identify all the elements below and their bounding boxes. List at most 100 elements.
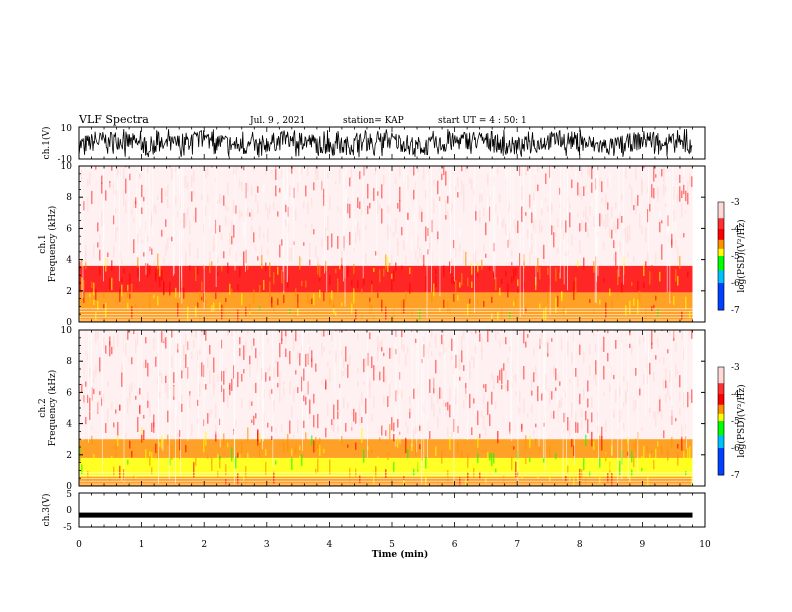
spectrogram-streak <box>302 330 303 451</box>
spectrogram-speckle <box>207 316 209 321</box>
spectrogram-speckle <box>189 265 191 271</box>
spectrogram-speckle <box>559 381 561 386</box>
spectrogram-speckle <box>487 196 489 211</box>
spectrogram-speckle <box>513 458 515 464</box>
spectrogram-speckle <box>283 442 285 453</box>
spectrogram-speckle <box>123 166 125 180</box>
spectrogram-speckle <box>499 193 501 203</box>
colorbar-cell <box>718 372 724 375</box>
spectrogram-speckle <box>651 449 653 455</box>
spectrogram-speckle <box>127 289 129 304</box>
spectrogram-speckle <box>633 256 635 262</box>
spectrogram-speckle <box>113 215 115 225</box>
ch1-spec-ylabel-line2: Frequency (kHz) <box>47 206 58 283</box>
spectrogram-speckle <box>81 384 83 393</box>
spectrogram-speckle <box>675 342 677 352</box>
spectrogram-speckle <box>145 449 147 464</box>
spectrogram-speckle <box>497 312 499 320</box>
spectrogram-speckle <box>413 429 415 439</box>
spectrogram-speckle <box>189 391 191 396</box>
spectrogram-speckle <box>89 411 91 420</box>
spectrogram-speckle <box>547 267 549 275</box>
ch1-spectrogram-image <box>79 166 693 322</box>
spectrogram-speckle <box>577 375 579 388</box>
spectrogram-speckle <box>287 206 289 217</box>
colorbar-cell <box>718 266 724 270</box>
spectrogram-speckle <box>257 430 259 446</box>
spectrogram-speckle <box>87 178 89 187</box>
colorbar-cell <box>718 392 724 395</box>
spectrogram-speckle <box>557 295 559 307</box>
spectrogram-speckle <box>289 351 291 365</box>
colorbar-label: log(PSD)(V²/Hz) <box>736 219 747 292</box>
spectrogram-speckle <box>459 359 461 370</box>
spectrogram-speckle <box>227 206 229 211</box>
spectrogram-speckle <box>589 166 591 178</box>
spectrogram-streak <box>454 166 455 282</box>
spectrogram-speckle <box>311 223 313 229</box>
spectrogram-speckle <box>539 334 541 346</box>
spectrogram-speckle <box>423 255 425 270</box>
spectrogram-speckle <box>171 355 173 368</box>
spectrogram-speckle <box>171 236 173 242</box>
spectrogram-speckle <box>593 374 595 380</box>
colorbar-cell <box>718 381 724 384</box>
spectrogram-speckle <box>295 288 297 297</box>
spectrogram-speckle <box>401 265 403 270</box>
spectrogram-speckle <box>141 434 143 443</box>
spectrogram-streak <box>669 166 671 304</box>
spectrogram-speckle <box>653 304 655 309</box>
spectrogram-speckle <box>519 407 521 415</box>
spectrogram-speckle <box>273 272 275 284</box>
spectrogram-speckle <box>115 190 117 196</box>
spectrogram-speckle <box>635 399 637 409</box>
spectrogram-streak <box>352 166 354 252</box>
spectrogram-speckle <box>509 422 511 434</box>
spectrogram-speckle <box>117 166 119 176</box>
spectrogram-speckle <box>597 411 599 421</box>
spectrogram-speckle <box>443 265 445 277</box>
spectrogram-speckle <box>165 191 167 197</box>
spectrogram-speckle <box>177 343 179 350</box>
spectrogram-speckle <box>253 232 255 243</box>
spectrogram-streak <box>671 330 673 438</box>
spectrogram-speckle <box>353 263 355 275</box>
spectrogram-speckle <box>153 204 155 213</box>
spectrogram-speckle <box>425 456 427 469</box>
spectrogram-speckle <box>569 421 571 437</box>
spectrogram-speckle <box>251 344 253 351</box>
spectrogram-speckle <box>375 251 377 256</box>
spectrogram-speckle <box>237 372 239 388</box>
spectrogram-speckle <box>671 436 673 448</box>
spectrogram-speckle <box>219 455 221 460</box>
spectrogram-speckle <box>453 293 455 302</box>
spectrogram-speckle <box>673 209 675 222</box>
spectrogram-speckle <box>273 471 275 485</box>
spectrogram-speckle <box>525 457 527 465</box>
spectrogram-speckle <box>387 256 389 272</box>
spectrogram-speckle <box>429 243 431 247</box>
spectrogram-streak <box>611 330 613 456</box>
spectrogram-speckle <box>105 423 107 434</box>
spectrogram-speckle <box>117 434 119 447</box>
spectrogram-speckle <box>519 166 521 176</box>
spectrogram-speckle <box>293 434 295 439</box>
spectrogram-speckle <box>607 330 609 334</box>
spectrogram-speckle <box>599 213 601 227</box>
spectrogram-speckle <box>113 183 115 194</box>
spectrogram-speckle <box>677 194 679 203</box>
spectrogram-speckle <box>319 289 321 298</box>
spectrogram-streak <box>172 166 174 276</box>
spectrogram-speckle <box>537 257 539 273</box>
spectrogram-streak <box>180 330 181 475</box>
spectrogram-streak <box>517 330 519 484</box>
spectrogram-speckle <box>523 366 525 380</box>
spectrogram-speckle <box>477 410 479 426</box>
spectrogram-streak <box>598 330 599 467</box>
spectrogram-speckle <box>227 330 229 337</box>
ch3-ytick-bottom: -5 <box>63 523 72 533</box>
spectrogram-speckle <box>297 302 299 317</box>
spectrogram-speckle <box>311 197 313 207</box>
spectrogram-speckle <box>691 166 693 170</box>
spectrogram-speckle <box>649 194 651 205</box>
